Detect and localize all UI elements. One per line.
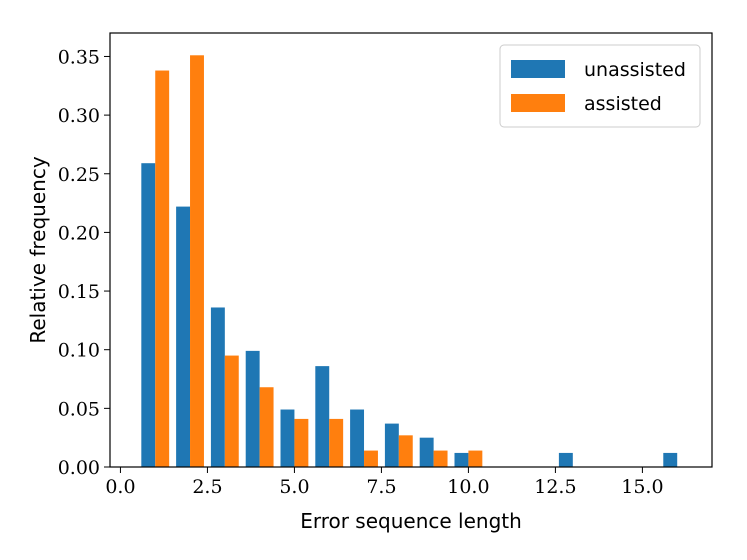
x-tick-label-4: 10.0 (447, 476, 489, 498)
bar-assisted-9 (468, 450, 483, 467)
bar-unassisted-11 (663, 452, 678, 467)
bar-assisted-8 (433, 450, 448, 467)
x-tick-label-3: 7.5 (366, 476, 396, 498)
y-tick-label-3: 0.15 (58, 281, 100, 303)
bar-unassisted-8 (419, 437, 434, 467)
legend-swatch-assisted (511, 94, 565, 112)
y-tick-label-0: 0.00 (58, 457, 100, 479)
legend-label-assisted: assisted (584, 93, 662, 115)
x-tick-label-0: 0.0 (105, 476, 135, 498)
bar-unassisted-6 (350, 409, 365, 467)
y-axis-ticks: 0.00 0.05 0.10 0.15 0.20 0.25 0.30 0.35 (58, 46, 110, 479)
bar-unassisted-10 (558, 452, 573, 467)
y-tick-label-2: 0.10 (58, 340, 100, 362)
bar-assisted-5 (329, 418, 344, 467)
bar-unassisted-4 (280, 409, 295, 467)
bar-assisted-2 (224, 355, 239, 467)
legend-swatch-unassisted (511, 60, 565, 78)
bar-assisted-7 (398, 435, 413, 467)
y-tick-label-4: 0.20 (58, 222, 100, 244)
x-axis-ticks: 0.0 2.5 5.0 7.5 10.0 12.5 15.0 (105, 467, 664, 498)
legend: unassisted assisted (499, 44, 701, 128)
y-tick-label-1: 0.05 (58, 398, 100, 420)
x-tick-label-5: 12.5 (534, 476, 576, 498)
bar-assisted-3 (259, 387, 274, 467)
bars-layer (141, 55, 678, 468)
bar-assisted-6 (364, 450, 378, 467)
bar-unassisted-3 (245, 350, 260, 467)
bar-unassisted-0 (141, 163, 156, 467)
bar-unassisted-7 (384, 423, 399, 467)
y-tick-label-5: 0.25 (58, 164, 100, 186)
x-tick-label-1: 2.5 (192, 476, 222, 498)
x-tick-label-2: 5.0 (279, 476, 309, 498)
x-axis-label: Error sequence length (300, 509, 522, 533)
plot-frame (109, 32, 713, 468)
bar-assisted-0 (155, 70, 170, 468)
x-tick-label-6: 15.0 (621, 476, 663, 498)
bar-assisted-1 (190, 55, 204, 467)
bar-assisted-4 (294, 418, 309, 467)
bar-unassisted-1 (176, 206, 191, 467)
bar-unassisted-9 (454, 452, 469, 467)
legend-label-unassisted: unassisted (584, 59, 686, 81)
bar-unassisted-5 (315, 366, 330, 467)
y-axis-label: Relative frequency (26, 156, 50, 343)
bar-unassisted-2 (210, 307, 225, 467)
y-tick-label-6: 0.30 (58, 105, 100, 127)
y-tick-label-7: 0.35 (58, 46, 100, 68)
